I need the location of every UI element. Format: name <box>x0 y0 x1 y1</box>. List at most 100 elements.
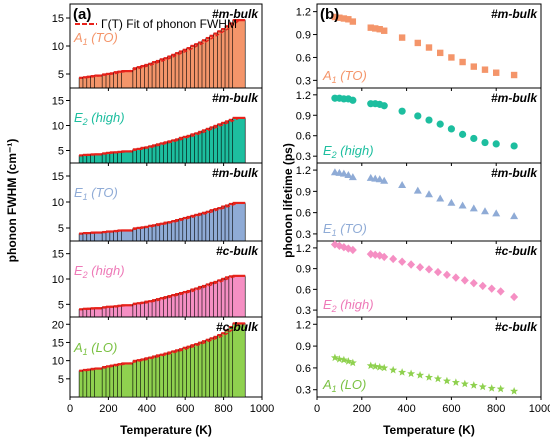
mode-label: E1 (TO) <box>74 185 118 202</box>
lifetime-point <box>380 252 389 262</box>
y-tick-label: 10 <box>52 197 64 209</box>
lifetime-point <box>425 116 433 124</box>
lifetime-point <box>469 204 478 212</box>
y-tick-label: 15 <box>52 13 64 25</box>
lifetime-point <box>448 54 455 61</box>
lifetime-point <box>510 292 519 302</box>
lifetime-point <box>510 71 518 79</box>
lifetime-point <box>372 25 379 32</box>
mode-label: A1 (LO) <box>322 377 366 394</box>
subplot-frame <box>316 316 542 398</box>
panel-letter: (a) <box>73 6 91 23</box>
lifetime-point <box>414 112 422 120</box>
y-tick-label: 0.6 <box>296 363 311 375</box>
lifetime-point <box>380 102 388 110</box>
x-axis-title: Temperature (K) <box>120 423 212 437</box>
lifetime-point <box>425 373 433 381</box>
lifetime-point <box>398 34 406 41</box>
lifetime-point <box>367 24 374 31</box>
fwhm-fit-cap <box>232 274 246 277</box>
subplot-4: 0.3 0.6 0.9 1.2 #c-bulk E2 (high) <box>296 240 542 320</box>
y-tick-label: 20 <box>52 319 64 331</box>
fwhm-fit-cap <box>232 322 246 325</box>
lifetime-point <box>458 201 467 209</box>
lifetime-point <box>425 190 433 198</box>
x-tick-label: 600 <box>442 403 460 415</box>
sample-tag: #m-bulk <box>212 91 259 105</box>
lifetime-point <box>437 49 444 57</box>
lifetime-point <box>335 354 344 363</box>
lifetime-point <box>436 194 445 202</box>
y-tick-label: 10 <box>52 356 64 368</box>
y-tick-label: 0.9 <box>296 341 311 353</box>
y-tick-label: 0.9 <box>296 30 311 42</box>
lifetime-point <box>459 130 467 138</box>
fwhm-bar <box>232 202 246 242</box>
lifetime-point <box>339 355 348 364</box>
y-tick-label: 10 <box>52 121 64 133</box>
lifetime-point <box>442 270 451 280</box>
y-tick-label: 1.2 <box>296 7 311 19</box>
sample-tag: #m-bulk <box>212 166 259 180</box>
lifetime-point <box>460 276 469 285</box>
subplot-5: 5 10 15 20 #c-bulk A1 (LO) <box>52 316 263 400</box>
lifetime-point <box>478 281 487 291</box>
subplot-3: 0.3 0.6 0.9 1.2 #m-bulk E1 (TO) <box>296 162 542 244</box>
y-tick-label: 0.3 <box>296 229 311 241</box>
mode-label: E1 (TO) <box>323 221 367 238</box>
subplot-2: 0.3 0.6 0.9 1.2 #m-bulk E2 (high) <box>296 87 542 166</box>
x-tick-label: 0 <box>314 403 320 415</box>
y-tick-label: 15 <box>52 171 64 183</box>
lifetime-point <box>349 18 357 25</box>
y-axis-title: phonon FWHM (cm⁻¹) <box>5 139 19 263</box>
y-tick-label: 5 <box>58 69 64 81</box>
lifetime-point <box>470 63 477 70</box>
lifetime-point <box>330 353 339 362</box>
mode-label: E2 (high) <box>323 297 374 314</box>
lifetime-point <box>331 13 339 21</box>
lifetime-point <box>470 134 478 143</box>
fwhm-fit-cap <box>232 19 246 22</box>
y-tick-label: 1.2 <box>296 319 311 331</box>
subplot-1: 5 10 15 #m-bulk A1 (TO) <box>52 3 263 91</box>
lifetime-point <box>493 69 500 76</box>
fit-line <box>85 202 240 235</box>
lifetime-point <box>376 26 383 33</box>
mode-label: A1 (TO) <box>322 68 367 85</box>
y-tick-label: 10 <box>52 41 64 53</box>
lifetime-point <box>344 171 353 179</box>
mode-label: A1 (TO) <box>73 30 118 47</box>
fwhm-bar <box>232 275 246 318</box>
lifetime-point <box>398 368 407 376</box>
subplot-4: 5 10 15 #c-bulk E2 (high) <box>52 240 263 320</box>
lifetime-point <box>496 384 505 393</box>
x-tick-label: 200 <box>353 403 371 415</box>
lifetime-point <box>348 358 357 367</box>
y-tick-label: 0.6 <box>296 52 311 64</box>
lifetime-point <box>510 142 518 150</box>
lifetime-point <box>492 209 501 217</box>
lifetime-point <box>348 245 357 255</box>
lifetime-point <box>380 363 389 372</box>
lifetime-point <box>459 58 466 66</box>
lifetime-point <box>336 14 343 21</box>
fit-line <box>85 275 240 311</box>
x-tick-label: 600 <box>176 403 194 415</box>
fwhm-bar <box>121 230 135 242</box>
lifetime-point <box>451 273 460 282</box>
x-tick-label: 200 <box>99 403 117 415</box>
lifetime-point <box>407 369 416 378</box>
sample-tag: #m-bulk <box>212 7 259 21</box>
lifetime-point <box>469 278 478 288</box>
sample-tag: #c-bulk <box>216 320 259 334</box>
lifetime-point <box>389 365 398 374</box>
y-tick-label: 0.6 <box>296 284 311 296</box>
y-tick-label: 1.2 <box>296 165 311 177</box>
fwhm-bar <box>121 363 135 398</box>
mode-label: E2 (high) <box>74 110 125 127</box>
fwhm-fit-cap <box>232 201 246 205</box>
fwhm-bar <box>121 70 135 89</box>
y-axis-title: phonon lifetime (ps) <box>281 143 295 258</box>
sample-tag: #c-bulk <box>495 320 538 334</box>
